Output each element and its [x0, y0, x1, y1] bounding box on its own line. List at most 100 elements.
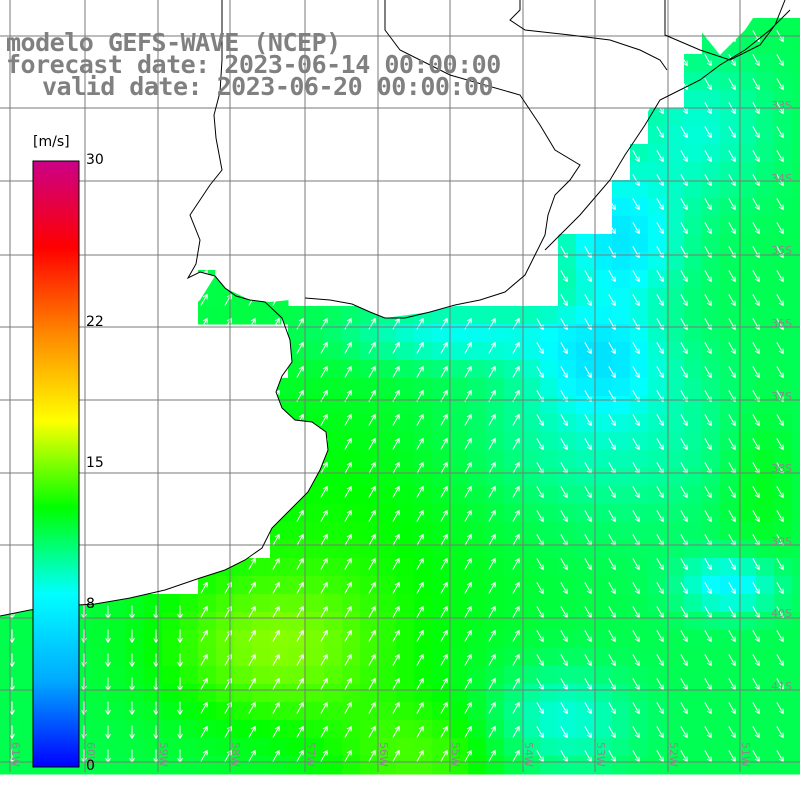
wind-speed-cell [558, 738, 577, 757]
wind-speed-cell [432, 594, 451, 613]
wind-speed-cell [504, 414, 523, 433]
wind-speed-cell [522, 702, 541, 721]
wind-speed-cell [378, 414, 397, 433]
wind-speed-cell [468, 486, 487, 505]
wind-speed-cell [666, 396, 685, 415]
wind-speed-cell [720, 594, 739, 613]
wind-speed-cell [756, 162, 775, 181]
wind-arrow [704, 582, 712, 595]
wind-speed-cell [702, 684, 721, 703]
model-title: modelo GEFS-WAVE (NCEP) [6, 28, 341, 57]
wind-speed-cell [630, 180, 649, 199]
wind-speed-cell [612, 576, 631, 595]
wind-arrow [464, 533, 472, 546]
wind-speed-cell [612, 432, 631, 451]
wind-arrow [608, 342, 616, 355]
wind-arrow [344, 749, 352, 762]
wind-arrow [416, 461, 424, 474]
wind-speed-cell [360, 414, 379, 433]
wind-speed-cell [504, 684, 523, 703]
wind-arrow [248, 557, 256, 570]
wind-arrow [608, 582, 616, 595]
wind-arrow [752, 510, 760, 523]
wind-arrow [656, 414, 664, 427]
wind-arrow [776, 126, 784, 139]
wind-speed-cell [648, 612, 667, 631]
wind-arrow [416, 677, 424, 690]
wind-speed-cell [234, 576, 253, 595]
wind-arrow [296, 509, 304, 522]
wind-arrow [584, 366, 592, 379]
wind-speed-cell [342, 756, 361, 775]
wind-speed-cell [504, 648, 523, 667]
wind-speed-cell [612, 324, 631, 343]
wind-arrow [608, 702, 616, 715]
wind-speed-cell [522, 450, 541, 469]
wind-speed-cell [306, 738, 325, 757]
wind-speed-cell [756, 486, 775, 505]
wind-arrow [464, 653, 472, 666]
wind-speed-cell [504, 594, 523, 613]
wind-arrow [464, 581, 472, 594]
wind-speed-field [0, 18, 800, 775]
wind-speed-cell [756, 54, 775, 73]
wind-speed-cell [180, 666, 199, 685]
wind-arrow [704, 726, 712, 739]
wind-arrow [632, 726, 640, 739]
wind-speed-cell [720, 234, 739, 253]
wind-speed-cell [216, 306, 235, 325]
wind-speed-cell [90, 756, 109, 775]
wind-arrow [296, 701, 304, 714]
wind-speed-cell [108, 720, 127, 739]
latitude-label: 35S [771, 244, 792, 257]
wind-speed-cell [522, 720, 541, 739]
wind-arrow [296, 749, 304, 762]
wind-speed-cell [540, 576, 559, 595]
wind-speed-cell [180, 684, 199, 703]
wind-speed-cell [342, 594, 361, 613]
wind-speed-cell [396, 324, 415, 343]
wind-arrow [272, 317, 280, 330]
wind-arrow [536, 342, 544, 355]
wind-arrow [440, 533, 448, 546]
wind-speed-cell [468, 666, 487, 685]
wind-speed-cell [630, 360, 649, 379]
wind-speed-cell [108, 630, 127, 649]
wind-speed-cell [450, 432, 469, 451]
wind-arrow [392, 317, 400, 330]
wind-speed-cell [324, 378, 343, 397]
wind-arrow [632, 270, 640, 283]
wind-speed-cell [18, 738, 37, 757]
wind-arrow [536, 438, 544, 451]
wind-speed-cell [540, 450, 559, 469]
wind-speed-cell [180, 648, 199, 667]
wind-speed-cell [450, 594, 469, 613]
wind-speed-cell [504, 306, 523, 325]
wind-speed-cell [612, 720, 631, 739]
wind-arrow [440, 725, 448, 738]
wind-arrow [464, 749, 472, 762]
wind-speed-cell [468, 594, 487, 613]
wind-speed-cell [468, 396, 487, 415]
wind-speed-cell [432, 396, 451, 415]
wind-arrow [752, 414, 760, 427]
wind-speed-cell [108, 702, 127, 721]
wind-speed-cell [594, 594, 613, 613]
wind-speed-cell [288, 306, 307, 325]
wind-speed-cell [684, 396, 703, 415]
wind-speed-cell [774, 216, 793, 235]
wind-arrow [272, 629, 280, 642]
wind-speed-cell [288, 630, 307, 649]
wind-speed-cell [504, 720, 523, 739]
wind-speed-cell [576, 288, 595, 307]
wind-arrow [752, 54, 760, 67]
wind-arrow [129, 701, 135, 715]
wind-speed-cell [684, 612, 703, 631]
wind-arrow [704, 126, 712, 139]
wind-speed-cell [666, 234, 685, 253]
wind-speed-cell [594, 576, 613, 595]
wind-speed-cell [324, 540, 343, 559]
wind-speed-cell [576, 648, 595, 667]
wind-speed-cell [756, 126, 775, 145]
wind-speed-cell [756, 648, 775, 667]
